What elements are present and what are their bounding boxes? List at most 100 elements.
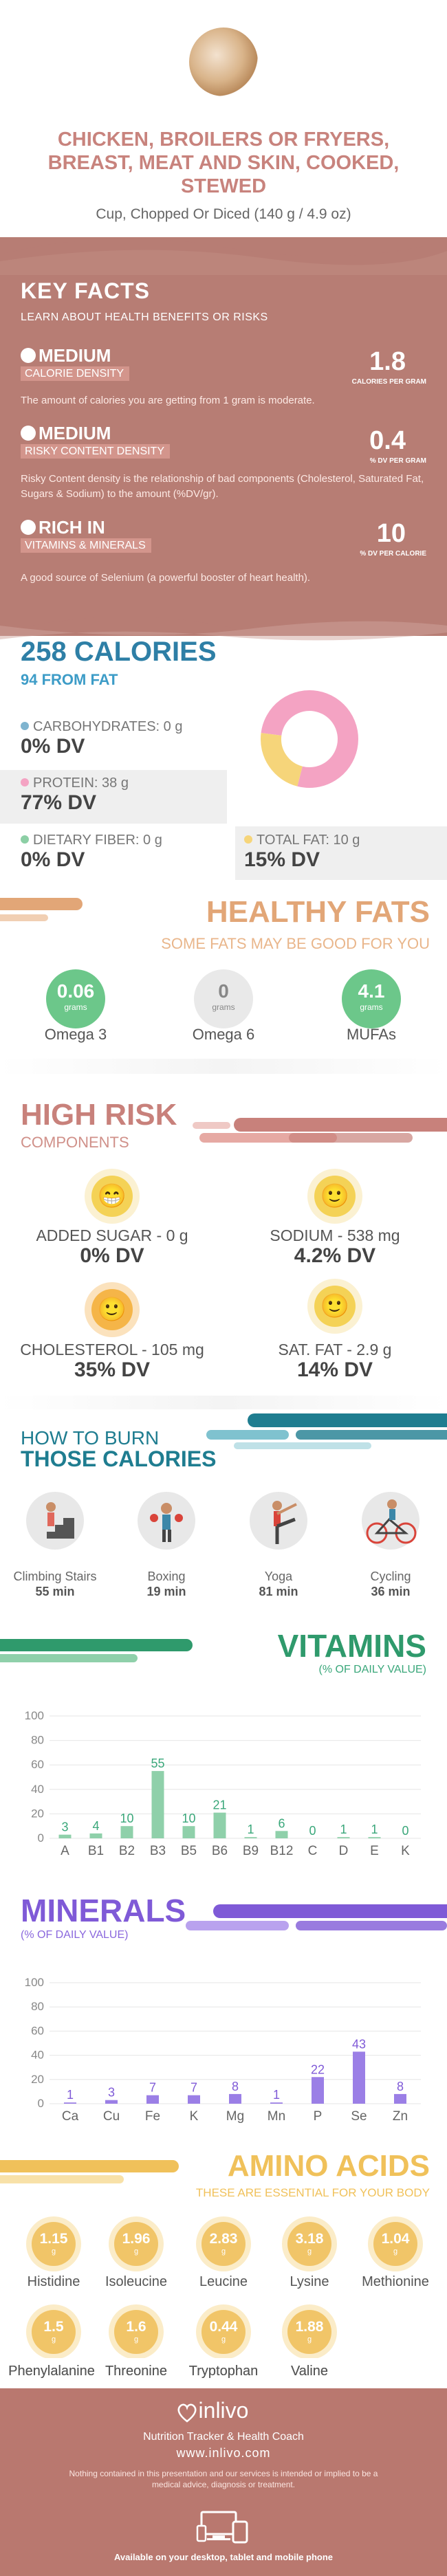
x-tick-label: Fe	[145, 2109, 160, 2124]
fact-tag: CALORIE DENSITY	[21, 366, 130, 381]
amino-name: Tryptophan	[188, 2364, 259, 2379]
fat-value: 4.1	[358, 980, 385, 1002]
key-facts-bottom-wave	[0, 605, 447, 641]
bar-b1	[89, 1833, 102, 1838]
fact-value: 0.4	[369, 426, 406, 455]
amino-value: 2.83	[209, 2231, 238, 2247]
bar-value-label: 7	[190, 2081, 197, 2095]
serving-size: Cup, Chopped Or Diced (140 g / 4.9 oz)	[96, 206, 351, 222]
bar-zn	[394, 2093, 406, 2104]
bar-se	[353, 2051, 365, 2104]
yoga-icon	[250, 1492, 307, 1550]
key-facts-section	[0, 237, 447, 636]
amino-value: 3.18	[295, 2231, 324, 2247]
y-tick-label: 80	[31, 2000, 44, 2013]
footer-url[interactable]: www.inlivo.com	[176, 2446, 271, 2460]
fact-unit: % DV PER GRAM	[369, 457, 426, 465]
x-tick-label: E	[370, 1844, 379, 1856]
bar-value-label: 4	[92, 1819, 99, 1833]
bar-d	[337, 1837, 350, 1838]
healthy-fats-title: HEALTHY FATS	[206, 895, 430, 929]
bar-value-label: 1	[247, 1823, 254, 1836]
high-risk-subtitle: COMPONENTS	[21, 1134, 129, 1151]
minerals-bar-chart: 0 20 40 60 80 100 1 Ca 3 Cu 7 Fe 7 K 8 Mg 1 Mn 22 P 43 Se 8 Zn	[25, 1976, 421, 2124]
amino-unit: g	[221, 2247, 226, 2256]
risk-dv: 35% DV	[74, 1358, 151, 1381]
bar-fe	[146, 2095, 159, 2104]
high-risk-decor	[193, 1118, 447, 1143]
amino-name: Valine	[290, 2364, 329, 2379]
bar-b6	[213, 1812, 226, 1838]
stairs-icon	[26, 1492, 84, 1550]
fat-name: Omega 6	[192, 1026, 255, 1043]
fact-level: MEDIUM	[39, 345, 111, 366]
x-tick-label: A	[61, 1844, 69, 1856]
amino-name: Phenylalanine	[8, 2364, 95, 2379]
y-tick-label: 20	[31, 1807, 44, 1820]
amino-name: Phenylalanine	[8, 2364, 95, 2379]
amino-unit: g	[221, 2335, 226, 2344]
amino-circle: 3.18 g	[287, 2222, 331, 2266]
amino-name: Isoleucine	[105, 2274, 168, 2289]
amino-unit: g	[133, 2247, 139, 2256]
fat-value: 0.06	[56, 980, 95, 1002]
bar-value-label: 6	[278, 1816, 285, 1830]
protein-dot	[21, 778, 29, 786]
macro-dv: 0% DV	[21, 735, 85, 758]
amino-circle: 1.15 g	[32, 2222, 76, 2266]
bar-b2	[120, 1826, 133, 1838]
amino-name: Valine	[290, 2364, 329, 2379]
activity-name: Climbing Stairs	[13, 1570, 97, 1583]
x-tick-label: B5	[181, 1844, 197, 1856]
amino-value: 1.5	[43, 2319, 64, 2335]
heart-logo-icon	[177, 2403, 197, 2423]
bar-b5	[182, 1826, 195, 1838]
footer-top-strip	[0, 2358, 447, 2388]
boxing-icon	[138, 1492, 195, 1550]
amino-name: Methionine	[362, 2274, 429, 2289]
bar-value-label: 0	[309, 1824, 316, 1838]
healthy-fats-decor	[0, 898, 83, 921]
x-tick-label: P	[314, 2109, 323, 2124]
minerals-decor	[186, 1904, 447, 1930]
bicycle-icon	[362, 1492, 419, 1550]
y-tick-label: 40	[31, 1783, 44, 1796]
bar-value-label: 1	[67, 2088, 74, 2102]
y-tick-label: 100	[25, 1976, 44, 1989]
donut-slice-fat	[261, 733, 303, 786]
vitamins-bar-chart: 0204060801003A4B110B255B310B521B61B96B12…	[25, 1709, 421, 1856]
x-tick-label: B6	[212, 1844, 228, 1856]
bar-a	[58, 1834, 72, 1838]
fact-value: 1.8	[369, 347, 406, 376]
fact-vitamins-minerals: RICH IN VITAMINS & MINERALS	[21, 517, 151, 553]
footer-disclaimer: Nothing contained in this presentation a…	[69, 2469, 378, 2489]
flame-icon	[21, 348, 36, 363]
x-tick-label: B12	[270, 1844, 294, 1856]
protein-highlight-bar	[0, 770, 227, 824]
amino-name: Threonine	[105, 2364, 168, 2379]
amino-circle: 1.96 g	[114, 2222, 158, 2266]
x-tick-label: Mg	[226, 2109, 244, 2124]
bar-value-label: 1	[371, 1823, 378, 1836]
x-tick-label: Mn	[268, 2109, 285, 2124]
y-tick-label: 0	[38, 2097, 44, 2110]
bar-b3	[151, 1771, 164, 1838]
risk-label: ADDED SUGAR - 0 g	[36, 1226, 188, 1244]
macro-dv: 77% DV	[21, 791, 97, 814]
fact-calorie-density: MEDIUM CALORIE DENSITY	[21, 345, 130, 381]
leaf-icon	[21, 520, 36, 535]
healthy-fats-subtitle: SOME FATS MAY BE GOOD FOR YOU	[161, 935, 430, 952]
bar-value-label: 55	[151, 1757, 164, 1770]
amino-subtitle: THESE ARE ESSENTIAL FOR YOUR BODY	[195, 2186, 430, 2199]
risk-dv: 14% DV	[296, 1358, 373, 1381]
activity-minutes: 19 min	[146, 1585, 186, 1598]
macro-label: PROTEIN: 38 g	[33, 775, 129, 791]
bar-b9	[244, 1837, 257, 1838]
bar-value-label: 22	[311, 2062, 325, 2076]
omega3-circle: 0.06 grams	[46, 969, 105, 1028]
amino-decor	[0, 2160, 179, 2183]
high-risk-title: HIGH RISK	[21, 1098, 177, 1132]
macro-dv: 0% DV	[21, 848, 85, 871]
macro-fiber: DIETARY FIBER: 0 g 0% DV	[21, 833, 162, 872]
amino-unit: g	[307, 2247, 312, 2256]
